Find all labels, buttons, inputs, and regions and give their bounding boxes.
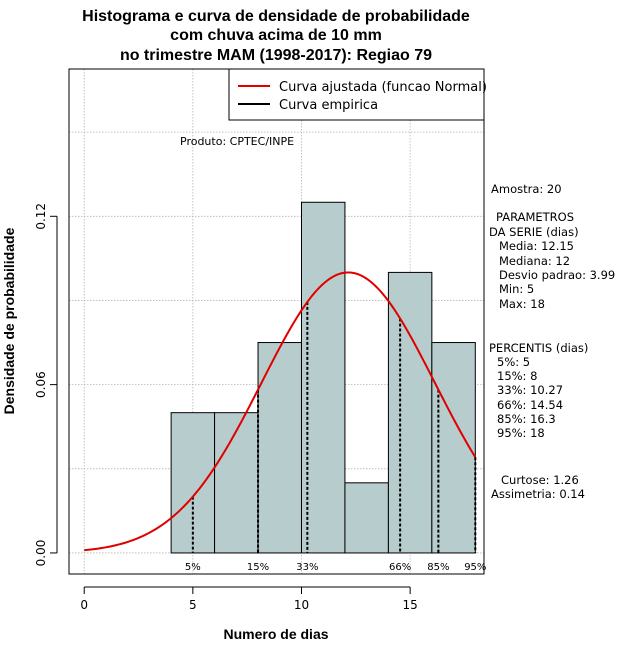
histogram-bar bbox=[344, 482, 389, 554]
y-tick-label: 0.06 bbox=[34, 371, 48, 398]
stat-percentil: 85%: 16.3 bbox=[497, 412, 556, 426]
histogram-bar bbox=[257, 342, 302, 554]
stat-assimetria: Assimetria: 0.14 bbox=[491, 487, 585, 501]
percentile-label: 15% bbox=[247, 562, 269, 573]
normal-curve bbox=[84, 271, 477, 552]
histogram-bar bbox=[431, 342, 476, 554]
legend: Curva ajustada (funcao Normal) Curva emp… bbox=[228, 68, 487, 121]
histogram-bar bbox=[214, 412, 259, 554]
normal-curve-layer bbox=[84, 271, 477, 552]
x-tick-label: 5 bbox=[189, 598, 197, 612]
x-tick-label: 10 bbox=[294, 598, 309, 612]
histogram-bars bbox=[170, 201, 476, 554]
legend-label-empirical: Curva empirica bbox=[279, 98, 378, 113]
stat-percentil: 15%: 8 bbox=[497, 369, 537, 383]
x-tick-label: 15 bbox=[402, 598, 417, 612]
percentile-label: 85% bbox=[427, 562, 449, 573]
stat-param: Min: 5 bbox=[499, 282, 534, 296]
histogram-bar bbox=[387, 271, 433, 554]
stats-panel: Amostra: 20 PARAMETROS DA SERIE (dias) M… bbox=[489, 182, 615, 501]
product-annotation: Produto: CPTEC/INPE bbox=[180, 135, 294, 148]
percentile-label: 5% bbox=[185, 562, 201, 573]
histogram-bar bbox=[300, 201, 346, 554]
chart-title-line-1: Histograma e curva de densidade de proba… bbox=[82, 8, 470, 25]
stat-curtose: Curtose: 1.26 bbox=[501, 473, 579, 487]
stat-percentil: 66%: 14.54 bbox=[497, 398, 563, 412]
stat-params-subheader: DA SERIE (dias) bbox=[489, 225, 579, 239]
stat-param: Desvio padrao: 3.99 bbox=[499, 268, 615, 282]
percentile-label: 66% bbox=[389, 562, 411, 573]
x-axis-title: Numero de dias bbox=[223, 626, 328, 642]
legend-box bbox=[228, 68, 485, 121]
stat-params-header: PARAMETROS bbox=[496, 210, 574, 224]
y-axis: 0.00 0.06 0.12 bbox=[34, 203, 58, 567]
x-tick-label: 0 bbox=[80, 598, 88, 612]
stat-param: Media: 12.15 bbox=[499, 239, 574, 253]
percentile-lines bbox=[191, 301, 477, 553]
stat-sample: Amostra: 20 bbox=[491, 182, 562, 196]
y-tick-label: 0.12 bbox=[34, 203, 48, 230]
legend-label-fitted: Curva ajustada (funcao Normal) bbox=[279, 80, 487, 95]
y-tick-label: 0.00 bbox=[34, 540, 48, 567]
chart-title-line-2: com chuva acima de 10 mm bbox=[170, 27, 382, 44]
chart-title-line-3: no trimestre MAM (1998-2017): Regiao 79 bbox=[120, 47, 432, 64]
stat-percentil: 33%: 10.27 bbox=[497, 383, 563, 397]
y-axis-title: Densidade de probabilidade bbox=[1, 227, 17, 414]
stat-param: Max: 18 bbox=[499, 297, 545, 311]
stat-percentil: 5%: 5 bbox=[497, 355, 530, 369]
percentile-label: 95% bbox=[464, 562, 486, 573]
percentile-label: 33% bbox=[296, 562, 318, 573]
percentile-labels: 5% 15% 33% 66% 85% 95% bbox=[185, 562, 487, 573]
stat-param: Mediana: 12 bbox=[499, 254, 570, 268]
x-axis: 0 5 10 15 bbox=[80, 586, 418, 612]
stat-percentis-header: PERCENTIS (dias) bbox=[489, 341, 588, 355]
stat-percentil: 95%: 18 bbox=[497, 426, 545, 440]
